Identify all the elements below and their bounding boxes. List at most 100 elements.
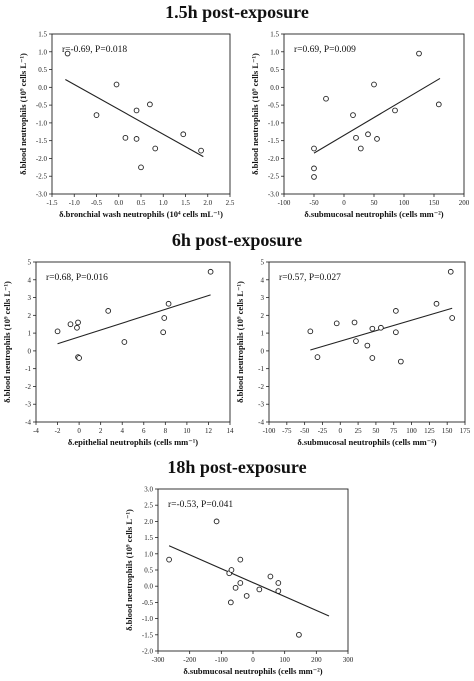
- y-tick-label: 1.5: [270, 31, 279, 39]
- y-tick-label: 0.0: [38, 84, 47, 92]
- data-point: [133, 107, 140, 114]
- chart-18h-submucosal: -300 -200 -100 0 100 200 300 -2.0 -1.5 -1.0 -0.5 0.…: [124, 486, 354, 677]
- data-point: [105, 308, 112, 314]
- y-tick-label: 0.0: [270, 84, 279, 92]
- y-tick-label: -3.0: [268, 191, 280, 199]
- x-tick-label: -1.0: [69, 199, 81, 207]
- x-tick-label: 12: [205, 427, 213, 435]
- y-tick-label: -0.5: [36, 102, 48, 110]
- y-tick-label: -1.5: [36, 137, 48, 145]
- x-tick-label: 100: [406, 427, 417, 435]
- x-tick-label: 6: [142, 427, 146, 435]
- data-point: [227, 599, 234, 606]
- y-tick-label: -3: [25, 401, 31, 409]
- data-point: [243, 593, 250, 599]
- data-point: [393, 308, 399, 314]
- data-point: [76, 355, 82, 361]
- x-tick-label: 10: [183, 427, 191, 435]
- data-point: [237, 556, 244, 563]
- y-tick-label: -2.0: [268, 155, 280, 163]
- x-tick-label: 0: [339, 427, 343, 435]
- x-tick-label: -200: [183, 656, 196, 664]
- y-tick-label: 2.5: [144, 502, 153, 510]
- data-point: [435, 101, 442, 108]
- y-tick-label: -1.5: [268, 137, 280, 145]
- y-tick-label: -3: [258, 401, 264, 409]
- y-tick-label: 1: [28, 330, 32, 338]
- x-tick-label: -100: [263, 427, 276, 435]
- data-point: [160, 329, 167, 336]
- y-tick-label: 5: [28, 259, 32, 267]
- y-tick-label: -2.0: [36, 155, 48, 163]
- y-tick-label: 3: [261, 294, 265, 302]
- data-point: [138, 164, 144, 171]
- y-tick-label: 0.5: [38, 66, 47, 74]
- data-point: [449, 315, 456, 321]
- x-axis-label: δ.submucosal neutrophils (cells mm⁻²): [304, 209, 443, 219]
- x-tick-label: 2.5: [226, 199, 235, 207]
- y-tick-label: 0: [261, 347, 265, 355]
- regression-line: [168, 545, 330, 617]
- data-point: [93, 112, 100, 118]
- x-tick-label: 0: [251, 656, 255, 664]
- y-axis-label: δ.blood neutrophils (10⁹ cells L⁻¹): [2, 281, 12, 403]
- x-tick-label: 0: [77, 427, 81, 435]
- regression-line: [65, 79, 204, 158]
- data-point: [207, 268, 214, 275]
- y-tick-label: 4: [261, 276, 265, 284]
- x-tick-label: 75: [390, 427, 398, 435]
- data-point: [353, 134, 359, 141]
- chart-6h-submucosal: -100 -75 -50 -25 0 25 50 75 100 125 150 175-4-3-2-1…: [237, 259, 471, 448]
- y-tick-label: 1.5: [144, 534, 153, 542]
- y-tick-label: 0.0: [144, 583, 153, 591]
- y-tick-label: 1.0: [270, 48, 279, 56]
- data-point: [314, 354, 321, 360]
- data-point: [323, 95, 329, 102]
- data-point: [357, 145, 364, 152]
- data-point: [351, 319, 358, 326]
- y-tick-label: -2.0: [142, 648, 154, 656]
- x-tick-label: -0.5: [91, 199, 103, 207]
- data-point: [54, 328, 61, 335]
- y-tick-label: 2: [28, 312, 32, 320]
- data-point: [161, 315, 168, 321]
- data-point: [393, 329, 399, 336]
- data-point: [433, 300, 440, 307]
- x-axis-label: δ.bronchial wash neutrophils (10⁴ cells …: [59, 209, 223, 219]
- data-point: [311, 174, 317, 180]
- data-point: [369, 325, 376, 332]
- y-tick-label: -3.0: [36, 191, 48, 199]
- y-tick-label: 3.0: [144, 486, 153, 494]
- y-axis-label: δ.blood neutrophils (10⁹ cells L⁻¹): [124, 509, 134, 631]
- section-title-1-5h: 1.5h post-exposure: [165, 2, 309, 22]
- x-tick-label: 50: [371, 199, 379, 207]
- chart-1-5h-submucosal: -100 -50 0 50 100 150 200 -3.0 -2.5 -2.0 -1.5 -1.0 -…: [250, 31, 470, 220]
- y-tick-label: -4: [25, 419, 31, 427]
- x-tick-label: -4: [33, 427, 39, 435]
- y-tick-label: 1.5: [38, 31, 47, 39]
- plot-frame: [157, 488, 349, 652]
- x-tick-label: 2: [99, 427, 103, 435]
- x-tick-label: -75: [282, 427, 292, 435]
- data-point: [232, 584, 239, 591]
- x-tick-label: 14: [227, 427, 235, 435]
- x-tick-label: 1.0: [159, 199, 168, 207]
- x-tick-label: -50: [309, 199, 319, 207]
- y-tick-label: 3: [28, 294, 32, 302]
- data-point: [296, 631, 302, 638]
- data-point: [374, 136, 380, 142]
- data-point: [378, 324, 384, 331]
- data-point: [350, 112, 356, 118]
- x-tick-label: 175: [460, 427, 471, 435]
- correlation-stat: r=-0.69, P=0.018: [62, 45, 127, 55]
- x-tick-label: 100: [399, 199, 410, 207]
- plot-frame: [268, 261, 466, 423]
- x-tick-label: 200: [311, 656, 322, 664]
- y-tick-label: 2.0: [144, 518, 153, 526]
- data-point: [213, 518, 220, 525]
- chart-1-5h-bronchial-wash: -1.5 -1.0 -0.5 0.0 0.5 1.0 1.5 2.0 2.5 -3.0 -2.5 -2…: [18, 31, 235, 220]
- y-tick-label: 2: [261, 312, 265, 320]
- x-tick-label: 0.5: [137, 199, 146, 207]
- data-point: [311, 145, 317, 152]
- data-point: [165, 300, 172, 307]
